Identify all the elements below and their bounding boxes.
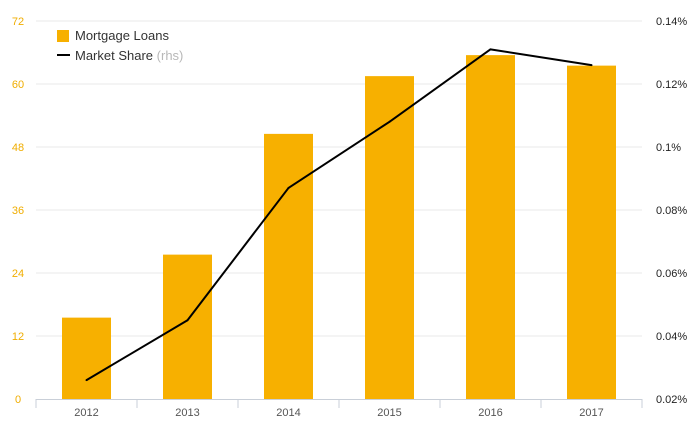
bar-2013 bbox=[163, 254, 212, 399]
x-tick-label: 2014 bbox=[276, 407, 300, 419]
y-right-tick-label: 0.06% bbox=[656, 268, 687, 280]
legend-label-market-share: Market Share (rhs) bbox=[75, 48, 183, 63]
bar-2017 bbox=[567, 65, 616, 399]
x-tick-label: 2016 bbox=[478, 407, 502, 419]
bar-2012 bbox=[62, 317, 111, 399]
y-left-tick-label: 0 bbox=[15, 394, 21, 406]
bar-series bbox=[62, 55, 616, 399]
x-tick-label: 2012 bbox=[74, 407, 98, 419]
market-share-point-2017 bbox=[590, 64, 593, 67]
legend: Mortgage Loans Market Share (rhs) bbox=[57, 28, 183, 63]
y-right-tick-label: 0.02% bbox=[656, 394, 687, 406]
y-right-tick-label: 0.1% bbox=[656, 142, 681, 154]
bar-2014 bbox=[264, 133, 313, 399]
market-share-point-2016 bbox=[489, 48, 492, 51]
market-share-point-2014 bbox=[287, 186, 290, 189]
y-left-tick-label: 24 bbox=[12, 268, 24, 280]
y-left-tick-label: 48 bbox=[12, 142, 24, 154]
market-share-point-2012 bbox=[85, 379, 88, 382]
x-tick-label: 2017 bbox=[579, 407, 603, 419]
y-left-tick-label: 12 bbox=[12, 331, 24, 343]
market-share-line bbox=[85, 48, 592, 381]
y-left-tick-label: 72 bbox=[12, 16, 24, 28]
y-right-tick-label: 0.08% bbox=[656, 205, 687, 217]
y-left-tick-label: 36 bbox=[12, 205, 24, 217]
y-right-tick-label: 0.04% bbox=[656, 331, 687, 343]
y-left-tick-label: 60 bbox=[12, 79, 24, 91]
legend-swatch-mortgage-loans bbox=[57, 30, 69, 42]
axes: 0 12 24 36 48 60 72 0.02% 0.04% 0.06% 0.08% 0.1% 0.1… bbox=[12, 16, 688, 419]
line-series bbox=[85, 48, 593, 382]
x-tick-label: 2013 bbox=[175, 407, 199, 419]
market-share-point-2013 bbox=[186, 319, 189, 322]
bar-2015 bbox=[365, 76, 414, 399]
bar-2016 bbox=[466, 55, 515, 399]
gridlines bbox=[36, 20, 642, 337]
x-tick-label: 2015 bbox=[377, 407, 401, 419]
y-right-tick-label: 0.14% bbox=[656, 16, 687, 28]
legend-label-mortgage-loans: Mortgage Loans bbox=[75, 28, 169, 43]
market-share-point-2015 bbox=[388, 120, 391, 123]
y-right-tick-label: 0.12% bbox=[656, 79, 687, 91]
